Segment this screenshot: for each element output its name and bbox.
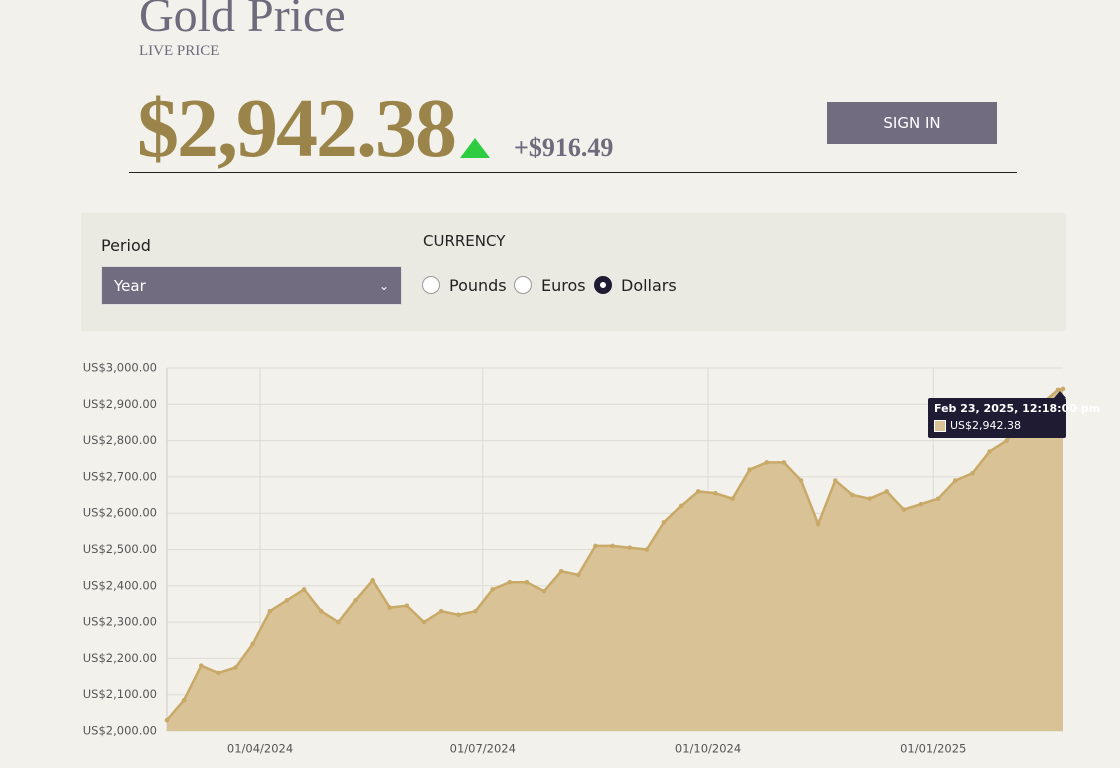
point: [815, 521, 821, 527]
point: [901, 507, 907, 512]
radio-dot: [594, 276, 612, 294]
radio-label: Euros: [541, 275, 586, 295]
point: [730, 496, 735, 501]
line: [166, 387, 1064, 721]
point: [610, 543, 615, 549]
point: [216, 670, 221, 676]
chart: US$2,000.00 US$2,100.00 US$2,200.00 US$2,30…: [83, 361, 1066, 756]
point: [764, 460, 770, 465]
sign-in-button[interactable]: SIGN IN: [827, 102, 997, 144]
period-label: Period: [101, 236, 151, 255]
y-tick-label: US$2,600.00: [83, 506, 157, 520]
radio-dot: [422, 276, 440, 294]
point: [336, 619, 341, 625]
point: [198, 663, 204, 668]
point: [404, 603, 410, 609]
point: [747, 467, 752, 472]
point: [1004, 438, 1009, 443]
divider: [129, 172, 1017, 173]
radio-label: Pounds: [449, 275, 507, 295]
point: [456, 612, 461, 618]
point: [952, 478, 958, 483]
point: [867, 496, 872, 501]
point: [593, 543, 598, 549]
point: [541, 588, 547, 594]
y-tick-label: US$2,700.00: [83, 469, 157, 483]
point: [833, 478, 838, 483]
tooltip: Feb 23, 2025, 12:18:00 pm US$2,942.38: [928, 398, 1101, 438]
y-tick-label: US$2,300.00: [83, 615, 157, 629]
chevron: ⌄: [378, 279, 389, 293]
point: [884, 489, 890, 494]
price: $2,942.38: [137, 82, 457, 175]
point: [575, 572, 581, 578]
tooltip-date: Feb 23, 2025, 12:18:00 pm: [934, 402, 1101, 415]
point: [353, 598, 358, 603]
point: [1055, 387, 1061, 393]
point: [644, 547, 650, 552]
y-tick-label: US$2,800.00: [83, 433, 157, 447]
point: [301, 587, 307, 592]
currency-radio[interactable]: Euros: [514, 274, 586, 296]
page-title: Gold Price: [139, 0, 346, 42]
y-tick-label: US$2,200.00: [83, 651, 157, 665]
point: [421, 619, 427, 625]
up-arrow: [460, 138, 490, 158]
point: [284, 598, 290, 603]
x-tick-label: 01/01/2025: [900, 742, 966, 756]
point: [233, 665, 238, 670]
y-tick-label: US$2,400.00: [83, 578, 157, 592]
price-change: +$916.49: [514, 133, 614, 162]
tooltip-row: US$2,942.38: [934, 419, 1060, 432]
x-tick-label: 01/07/2024: [450, 742, 516, 756]
y-tick-label: US$2,100.00: [83, 687, 157, 701]
area: [167, 388, 1063, 731]
point: [850, 492, 855, 498]
point: [918, 501, 924, 507]
currency-radio[interactable]: Pounds: [422, 274, 507, 296]
radio-label: Dollars: [621, 275, 677, 295]
point: [524, 579, 530, 585]
tooltip-value: US$2,942.38: [950, 419, 1022, 432]
point: [490, 587, 495, 592]
point: [181, 697, 187, 703]
radio-dot: [514, 276, 532, 294]
period-value: Year: [114, 277, 146, 295]
y-tick-label: US$2,900.00: [83, 397, 157, 411]
point: [318, 608, 324, 614]
point: [935, 496, 941, 501]
tooltip-swatch: [934, 419, 946, 432]
point: [438, 608, 444, 614]
point: [1060, 386, 1066, 392]
subtitle: LIVE PRICE: [139, 43, 220, 59]
y-tick-label: US$2,000.00: [83, 724, 157, 738]
y-tick-label: US$3,000.00: [83, 361, 157, 375]
point: [713, 490, 718, 496]
point: [627, 545, 632, 550]
currency-label: CURRENCY: [423, 232, 506, 250]
tooltip-pointer: [1054, 391, 1066, 398]
y-tick-label: US$2,500.00: [83, 542, 157, 556]
point: [387, 605, 393, 610]
point: [558, 568, 564, 574]
x-tick-label: 01/04/2024: [227, 742, 293, 756]
currency-radio[interactable]: Dollars: [594, 274, 677, 296]
point: [798, 478, 804, 483]
period-select[interactable]: Year ⌄: [101, 266, 402, 305]
point: [507, 579, 513, 585]
point: [164, 717, 170, 723]
point: [970, 470, 975, 476]
point: [267, 608, 273, 614]
point: [695, 489, 701, 494]
x-tick-label: 01/10/2024: [675, 742, 741, 756]
point: [661, 519, 667, 525]
point: [781, 460, 787, 465]
point: [987, 449, 992, 454]
point: [473, 608, 478, 614]
point: [250, 641, 255, 647]
point: [678, 503, 684, 509]
point: [370, 578, 375, 583]
